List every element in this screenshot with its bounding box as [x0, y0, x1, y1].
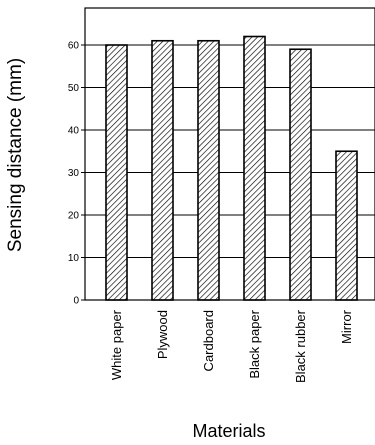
x-tick-label: Black rubber — [293, 309, 308, 383]
y-tick-label: 40 — [68, 126, 80, 137]
bar-cardboard — [197, 39, 220, 301]
y-tick-label: 10 — [68, 253, 80, 264]
y-tick-label: 50 — [68, 83, 80, 94]
x-tick-label: Black paper — [247, 309, 262, 378]
gridlines — [85, 44, 375, 258]
y-tick-label: 0 — [73, 296, 79, 307]
bar-plywood — [151, 39, 174, 301]
bar-black-paper — [243, 35, 266, 301]
x-tick-label: White paper — [109, 309, 124, 380]
x-tick-label: Cardboard — [201, 310, 216, 371]
y-tick-label: 30 — [68, 168, 80, 179]
x-axis-label: Materials — [192, 421, 265, 441]
bar-black-rubber — [289, 48, 312, 301]
plot-frame — [84, 7, 375, 301]
y-tick-label: 60 — [68, 41, 80, 52]
y-ticks: 0 10 20 30 40 50 60 — [68, 41, 85, 307]
bar-white-paper — [105, 44, 128, 301]
x-tick-labels: White paper Plywood Cardboard Black paper Bl… — [109, 309, 354, 383]
y-tick-label: 20 — [68, 211, 80, 222]
x-tick-label: Mirror — [339, 309, 354, 344]
y-axis-label: Sensing distance (mm) — [5, 58, 26, 252]
bar-mirror — [335, 150, 358, 301]
x-tick-label: Plywood — [155, 310, 170, 359]
bars — [105, 35, 358, 301]
